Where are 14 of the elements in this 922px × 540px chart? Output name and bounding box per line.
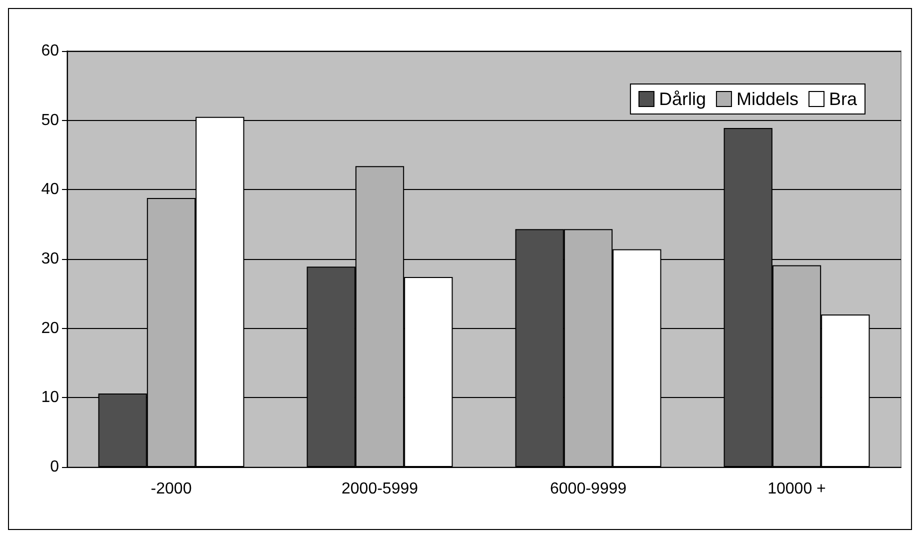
legend-label: Bra (828, 89, 858, 109)
y-tick-label: 40 (41, 181, 60, 198)
y-tick-label: 30 (41, 250, 60, 268)
legend-label: Middels (736, 89, 798, 109)
x-tick-label: 2000-5999 (341, 480, 418, 498)
x-tick-label: 6000-9999 (550, 480, 627, 498)
y-tick-label: 20 (41, 320, 60, 337)
y-tick-label: 10 (41, 389, 60, 406)
y-tick-label: 60 (41, 42, 60, 60)
y-tick-label: 50 (41, 112, 60, 129)
y-tick-label: 0 (50, 458, 60, 476)
x-tick-label: 10000 + (768, 480, 826, 498)
x-tick-label: -2000 (150, 480, 192, 498)
legend-label: Dårlig (658, 89, 706, 109)
